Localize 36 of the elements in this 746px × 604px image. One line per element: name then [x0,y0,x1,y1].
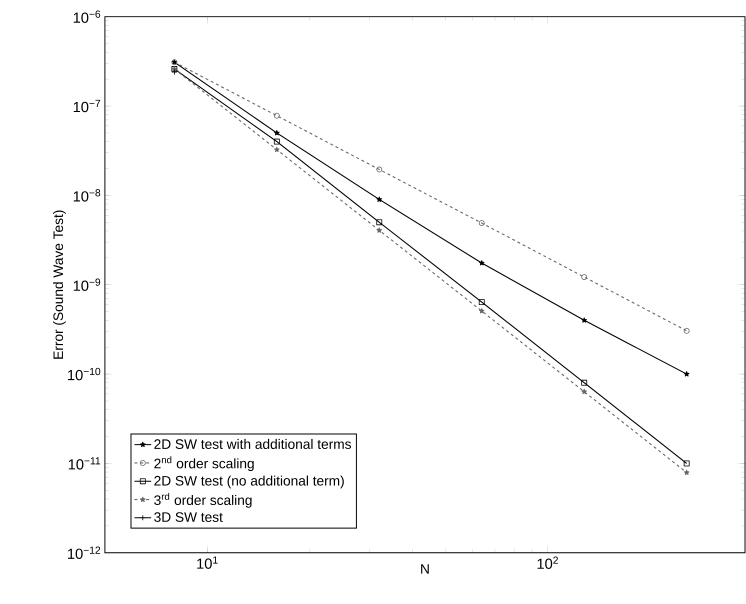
legend-label: 3$^{rd}$ order scaling [154,492,252,508]
y-tick-label: 10$^{−6}$ [74,10,100,23]
point [376,166,382,172]
x-tick-label: 10$^{1}$ [197,556,218,569]
legend-label: 2$^{nd}$ order scaling [154,456,254,472]
y-tick-label: 10$^{−12}$ [68,546,100,560]
point [376,219,382,226]
point [274,138,280,145]
point [478,220,485,226]
point [376,228,382,233]
point [684,470,690,476]
point [581,317,588,323]
y-tick-label: 10$^{−7}$ [74,100,100,112]
point [274,146,280,152]
point [581,388,588,394]
x-axis-title: N [421,564,429,574]
legend-label: 3D SW test [154,512,223,522]
point [684,460,690,466]
point [581,274,588,280]
point [478,260,485,266]
point [274,130,280,136]
point [581,380,588,386]
point [684,328,690,334]
y-tick-label: 10$^{−8}$ [74,189,100,202]
point [376,196,382,202]
x-tick-label: 10$^{2}$ [538,556,558,570]
legend-label: 2D SW test with additional terms [154,439,351,450]
point [478,299,485,306]
legend-label: 2D SW test (no additional term) [154,476,344,488]
y-tick-label: 10$^{−10}$ [68,368,100,380]
point [478,308,485,314]
y-tick-label: 10$^{−9}$ [74,278,100,292]
point [684,371,690,377]
y-tick-label: 10$^{−11}$ [68,457,100,470]
y-axis-title: Error (Sound Wave Test) [53,210,66,359]
point [274,112,280,119]
